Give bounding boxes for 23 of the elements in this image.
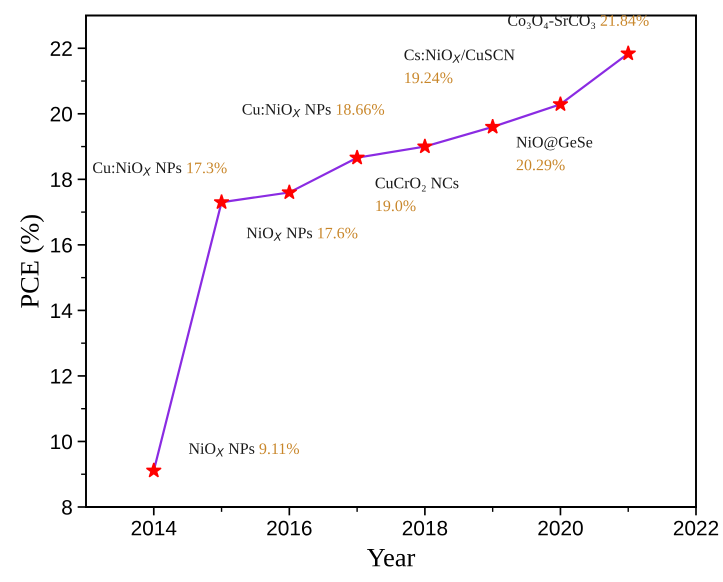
y-tick-label: 20 (50, 106, 72, 122)
annotation: NiO$_{X}$ NPs 17.6% (246, 228, 358, 241)
y-tick-label: 14 (51, 304, 72, 318)
x-tick-label: 2020 (538, 520, 583, 536)
y-axis-title: PCE (%) (20, 215, 44, 308)
x-axis-title: Year (366, 548, 416, 567)
y-tick-label: 8 (62, 500, 72, 515)
x-tick-label: 2016 (267, 520, 312, 536)
y-tick-label: 22 (50, 41, 72, 56)
y-tick-label: 12 (51, 368, 72, 384)
annotation: Cu:NiO$_{X}$ NPs 17.3% (93, 162, 227, 176)
y-tick-label: 10 (51, 434, 72, 450)
x-tick-label: 2022 (674, 520, 718, 536)
x-tick-label: 2014 (132, 520, 176, 536)
y-tick-label: 18 (51, 172, 72, 188)
annotation: NiO@GeSe 20.29% (516, 136, 592, 170)
annotation: Co₃O₄-SrCO₃ 21.84% (508, 15, 649, 30)
annotation: NiO$_{X}$ NPs 9.11% (188, 443, 300, 456)
y-tick-label: 16 (51, 238, 72, 253)
annotation: Cs:NiO$_{X}$/CuSCN 19.24% (404, 50, 515, 84)
annotation: CuCrO₂ NCs 19.0% (376, 178, 458, 212)
x-tick-label: 2018 (402, 520, 448, 536)
annotation: Cu:NiO$_{X}$ NPs 18.66% (242, 104, 384, 118)
